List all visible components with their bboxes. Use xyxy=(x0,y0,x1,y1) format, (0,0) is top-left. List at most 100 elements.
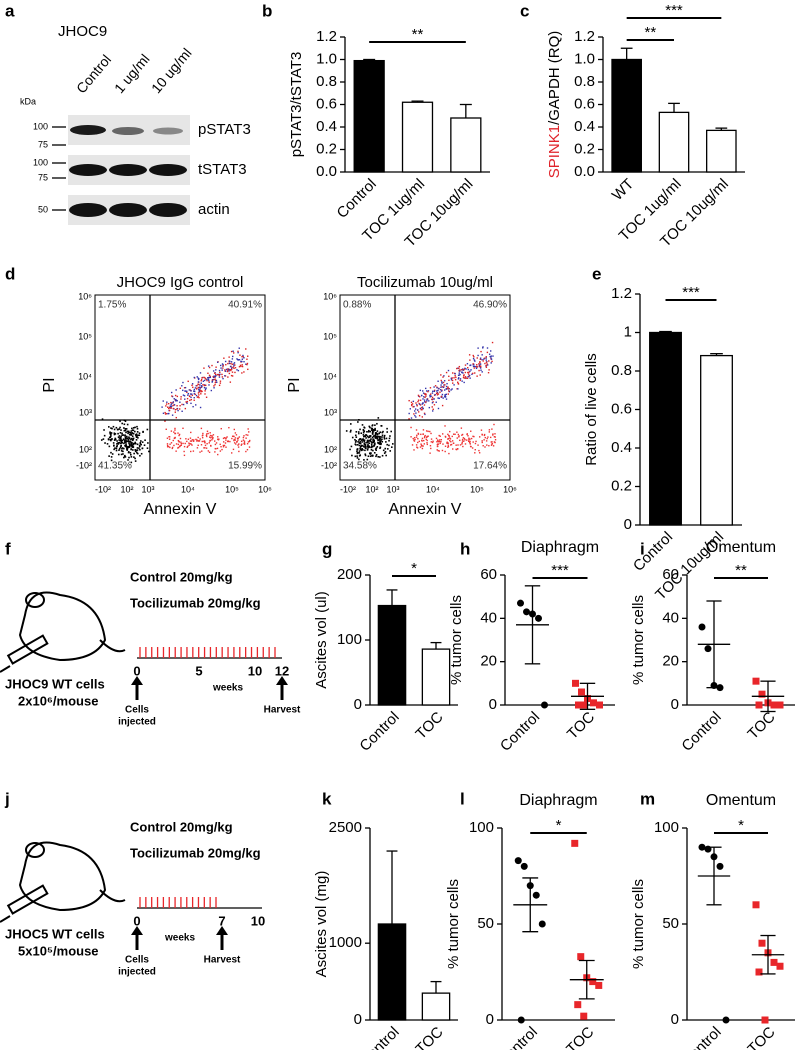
event xyxy=(364,449,366,452)
event xyxy=(136,447,139,449)
event xyxy=(481,354,483,356)
event xyxy=(119,439,122,442)
point xyxy=(577,953,585,961)
event xyxy=(130,442,132,444)
event xyxy=(454,375,456,377)
event xyxy=(127,432,129,435)
event xyxy=(110,451,112,454)
event xyxy=(459,369,461,371)
event xyxy=(121,447,123,450)
event xyxy=(447,393,449,395)
event xyxy=(238,443,240,445)
event xyxy=(230,361,233,363)
event xyxy=(462,372,464,374)
sig-label: ** xyxy=(644,24,656,41)
event xyxy=(413,439,415,441)
event xyxy=(176,408,178,410)
event xyxy=(483,434,486,437)
event xyxy=(182,403,185,406)
event xyxy=(228,356,230,358)
event xyxy=(456,388,458,390)
event xyxy=(457,444,459,446)
event xyxy=(219,364,222,367)
flow-y-tick: 10³ xyxy=(79,407,92,417)
event xyxy=(422,398,424,400)
event xyxy=(139,448,141,451)
event xyxy=(117,453,120,456)
event xyxy=(432,390,434,392)
event xyxy=(480,350,482,353)
event xyxy=(100,439,103,441)
flow-x-tick: -10² xyxy=(95,484,111,494)
event xyxy=(241,443,243,445)
event xyxy=(440,395,442,398)
event xyxy=(206,379,208,382)
event xyxy=(205,434,208,437)
event xyxy=(449,444,452,446)
event xyxy=(439,388,442,391)
event xyxy=(369,455,372,458)
event xyxy=(203,379,206,382)
event xyxy=(199,406,202,409)
event xyxy=(222,364,224,366)
event xyxy=(198,394,200,396)
event xyxy=(174,411,176,413)
event xyxy=(213,375,215,377)
event xyxy=(227,369,229,371)
event xyxy=(444,384,446,386)
event xyxy=(377,417,380,419)
event xyxy=(118,441,121,444)
event xyxy=(441,389,443,391)
event xyxy=(412,400,415,403)
event xyxy=(200,378,203,381)
event xyxy=(174,429,176,431)
x-tick-label: Control xyxy=(497,709,543,755)
event xyxy=(179,445,181,448)
event xyxy=(370,452,372,454)
event xyxy=(479,366,482,368)
event xyxy=(247,434,249,436)
event xyxy=(371,442,373,444)
event xyxy=(433,389,436,392)
event xyxy=(193,390,195,392)
event xyxy=(429,394,431,397)
event xyxy=(458,435,460,437)
event xyxy=(228,369,231,371)
event xyxy=(132,442,135,445)
event xyxy=(213,372,216,374)
event xyxy=(194,393,196,396)
event xyxy=(420,407,423,409)
event xyxy=(232,350,234,352)
event xyxy=(193,397,195,399)
event xyxy=(238,436,241,438)
event xyxy=(168,436,171,438)
event xyxy=(489,350,492,352)
event xyxy=(126,435,128,438)
event xyxy=(358,439,360,441)
event xyxy=(143,444,146,447)
event xyxy=(430,441,432,443)
event xyxy=(466,363,469,365)
event xyxy=(386,427,388,430)
start-label: Cells xyxy=(125,955,149,966)
y-axis-label: % tumor cells xyxy=(448,595,465,685)
x-tick-label: Control xyxy=(678,709,724,755)
event xyxy=(359,428,361,431)
event xyxy=(467,371,469,374)
event xyxy=(184,398,186,400)
event xyxy=(130,437,133,440)
event xyxy=(241,358,244,360)
event xyxy=(371,454,373,457)
event xyxy=(410,426,412,429)
event xyxy=(433,386,435,388)
event xyxy=(247,355,249,357)
event xyxy=(115,445,118,448)
event xyxy=(370,448,373,451)
event xyxy=(164,411,166,414)
y-tick-label: 0 xyxy=(354,696,362,713)
event xyxy=(133,442,136,445)
event xyxy=(436,439,439,441)
event xyxy=(419,389,422,392)
event xyxy=(184,386,187,389)
event xyxy=(120,437,122,440)
